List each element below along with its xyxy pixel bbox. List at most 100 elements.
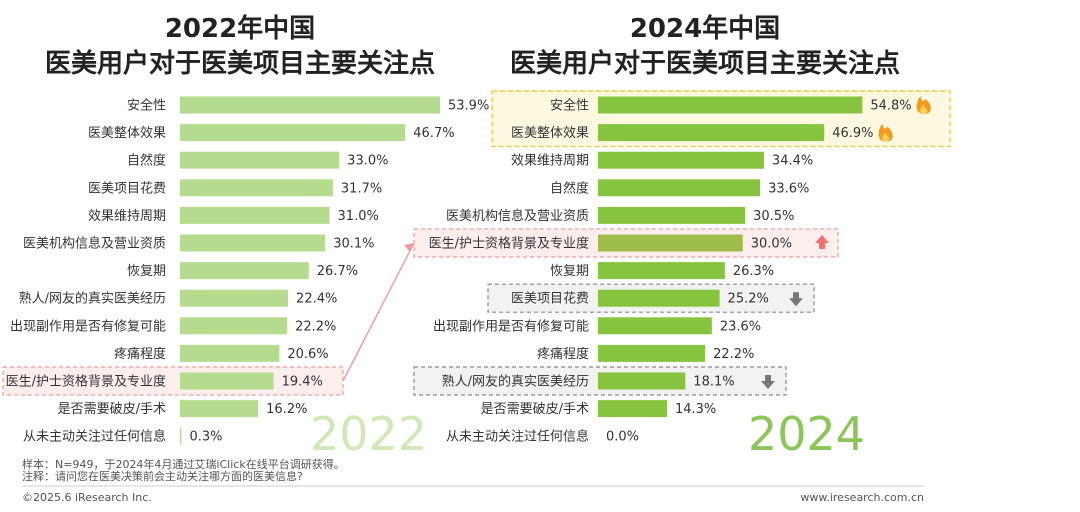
left-value-label: 46.7% <box>413 126 454 141</box>
left-category-label: 自然度 <box>127 153 166 169</box>
website: www.iresearch.com.cn <box>800 491 924 504</box>
right-bar-疼痛程度 <box>598 344 706 362</box>
fire-icon <box>916 96 931 114</box>
left-category-label: 医生/护士资格背景及专业度 <box>6 374 166 390</box>
left-value-label: 31.7% <box>341 181 382 196</box>
left-highlight-box <box>2 366 344 396</box>
left-bar-chart: 安全性 53.9% 医美整体效果 46.7% 自然度 33.0% 医美项目花费 31.7% 效果… <box>6 96 489 445</box>
left-bar-从未主动关注过任何信息 <box>180 427 182 445</box>
fire-inner-icon <box>920 105 928 114</box>
right-value-label: 26.3% <box>733 264 774 279</box>
right-bar-chart: 安全性 54.8% 医美整体效果 46.9% 效果维持周期 34.4% 自然度 33.6% 医美… <box>429 96 912 445</box>
left-value-label: 20.6% <box>287 347 328 362</box>
left-bar-自然度 <box>180 151 340 169</box>
right-category-label: 医生/护士资格背景及专业度 <box>429 236 589 252</box>
right-value-label: 14.3% <box>675 402 716 417</box>
left-category-label: 医美整体效果 <box>88 126 166 141</box>
left-title-line1: 2022年中国 <box>165 13 315 44</box>
left-value-label: 30.1% <box>333 237 374 252</box>
right-category-label: 安全性 <box>550 98 589 114</box>
left-bar-出现副作用是否有修复可能 <box>180 317 288 335</box>
right-value-label: 34.4% <box>772 154 813 169</box>
left-category-label: 安全性 <box>127 98 166 114</box>
left-value-label: 33.0% <box>347 154 388 169</box>
right-category-label: 疼痛程度 <box>537 346 589 362</box>
right-value-label: 30.5% <box>753 209 794 224</box>
left-value-label: 22.2% <box>295 319 336 334</box>
left-bar-熟人-网友的真实医美经历 <box>180 289 289 307</box>
right-bar-医美整体效果 <box>598 124 825 142</box>
right-value-label: 33.6% <box>768 181 809 196</box>
right-bar-安全性 <box>598 96 863 114</box>
left-bar-医美整体效果 <box>180 124 406 142</box>
right-bar-出现副作用是否有修复可能 <box>598 317 712 335</box>
connector-line <box>342 242 415 382</box>
right-bar-是否需要破皮-手术 <box>598 400 667 418</box>
right-category-label: 效果维持周期 <box>511 154 589 169</box>
right-value-label: 46.9% <box>832 126 873 141</box>
left-bar-恢复期 <box>180 262 309 280</box>
right-bar-熟人-网友的真实医美经历 <box>598 372 686 390</box>
right-category-label: 医美机构信息及营业资质 <box>446 208 589 224</box>
left-bar-安全性 <box>180 96 440 114</box>
right-category-label: 熟人/网友的真实医美经历 <box>442 374 589 390</box>
right-category-label: 出现副作用是否有修复可能 <box>433 319 589 334</box>
left-category-label: 恢复期 <box>127 264 166 279</box>
left-bar-医生-护士资格背景及专业度 <box>180 372 274 390</box>
remark-note: 注释：请问您在医美决策前会主动关注哪方面的医美信息? <box>22 470 303 483</box>
left-value-label: 53.9% <box>448 99 489 114</box>
left-category-label: 熟人/网友的真实医美经历 <box>19 291 166 307</box>
right-bar-自然度 <box>598 179 761 197</box>
left-value-label: 26.7% <box>317 264 358 279</box>
right-value-label: 22.2% <box>713 347 754 362</box>
left-bar-医美机构信息及营业资质 <box>180 234 326 252</box>
left-bar-效果维持周期 <box>180 206 330 224</box>
left-value-label: 19.4% <box>282 375 323 390</box>
left-category-label: 出现副作用是否有修复可能 <box>10 319 166 334</box>
left-value-label: 16.2% <box>266 402 307 417</box>
sample-note: 样本：N=949，于2024年4月通过艾瑞iClick在线平台调研获得。 <box>22 458 345 471</box>
fire-inner-icon <box>882 132 890 142</box>
right-title-line1: 2024年中国 <box>630 13 780 44</box>
right-value-label: 30.0% <box>751 237 792 252</box>
left-category-label: 从未主动关注过任何信息 <box>23 429 166 445</box>
right-category-label: 自然度 <box>550 180 589 196</box>
right-value-label: 18.1% <box>693 375 734 390</box>
left-title-line2: 医美用户对于医美项目主要关注点 <box>45 48 435 79</box>
left-value-label: 22.4% <box>296 292 337 307</box>
left-value-label: 31.0% <box>338 209 379 224</box>
left-category-label: 疼痛程度 <box>114 346 166 362</box>
down-arrow-icon <box>761 375 775 389</box>
right-value-label: 54.8% <box>870 99 911 114</box>
copyright: ©2025.6 iResearch Inc. <box>22 491 152 504</box>
right-bar-恢复期 <box>598 262 725 280</box>
connector-arrowhead-icon <box>404 243 414 252</box>
right-bar-医美机构信息及营业资质 <box>598 206 746 224</box>
right-category-label: 医美项目花费 <box>511 291 589 307</box>
right-value-label: 23.6% <box>720 319 761 334</box>
right-category-label: 医美整体效果 <box>511 126 589 141</box>
up-arrow-icon <box>815 235 829 249</box>
right-year-label: 2024 <box>748 407 865 461</box>
right-category-label: 是否需要破皮/手术 <box>481 402 589 417</box>
right-value-label: 0.0% <box>606 430 639 445</box>
right-bar-效果维持周期 <box>598 151 764 169</box>
left-category-label: 效果维持周期 <box>88 209 166 224</box>
left-bar-疼痛程度 <box>180 344 280 362</box>
left-category-label: 是否需要破皮/手术 <box>58 402 166 417</box>
left-value-label: 0.3% <box>190 430 223 445</box>
right-category-label: 恢复期 <box>550 264 589 279</box>
down-arrow-icon <box>789 292 803 307</box>
right-bar-医美项目花费 <box>598 289 720 307</box>
right-value-label: 25.2% <box>728 292 769 307</box>
right-bar-医生-护士资格背景及专业度 <box>598 234 743 252</box>
left-year-label: 2022 <box>310 407 427 461</box>
left-category-label: 医美项目花费 <box>88 180 166 196</box>
right-category-label: 从未主动关注过任何信息 <box>446 429 589 445</box>
right-title-line2: 医美用户对于医美项目主要关注点 <box>510 48 900 79</box>
left-category-label: 医美机构信息及营业资质 <box>23 236 166 252</box>
fire-icon <box>878 123 893 142</box>
left-bar-是否需要破皮-手术 <box>180 400 259 418</box>
left-bar-医美项目花费 <box>180 179 333 197</box>
